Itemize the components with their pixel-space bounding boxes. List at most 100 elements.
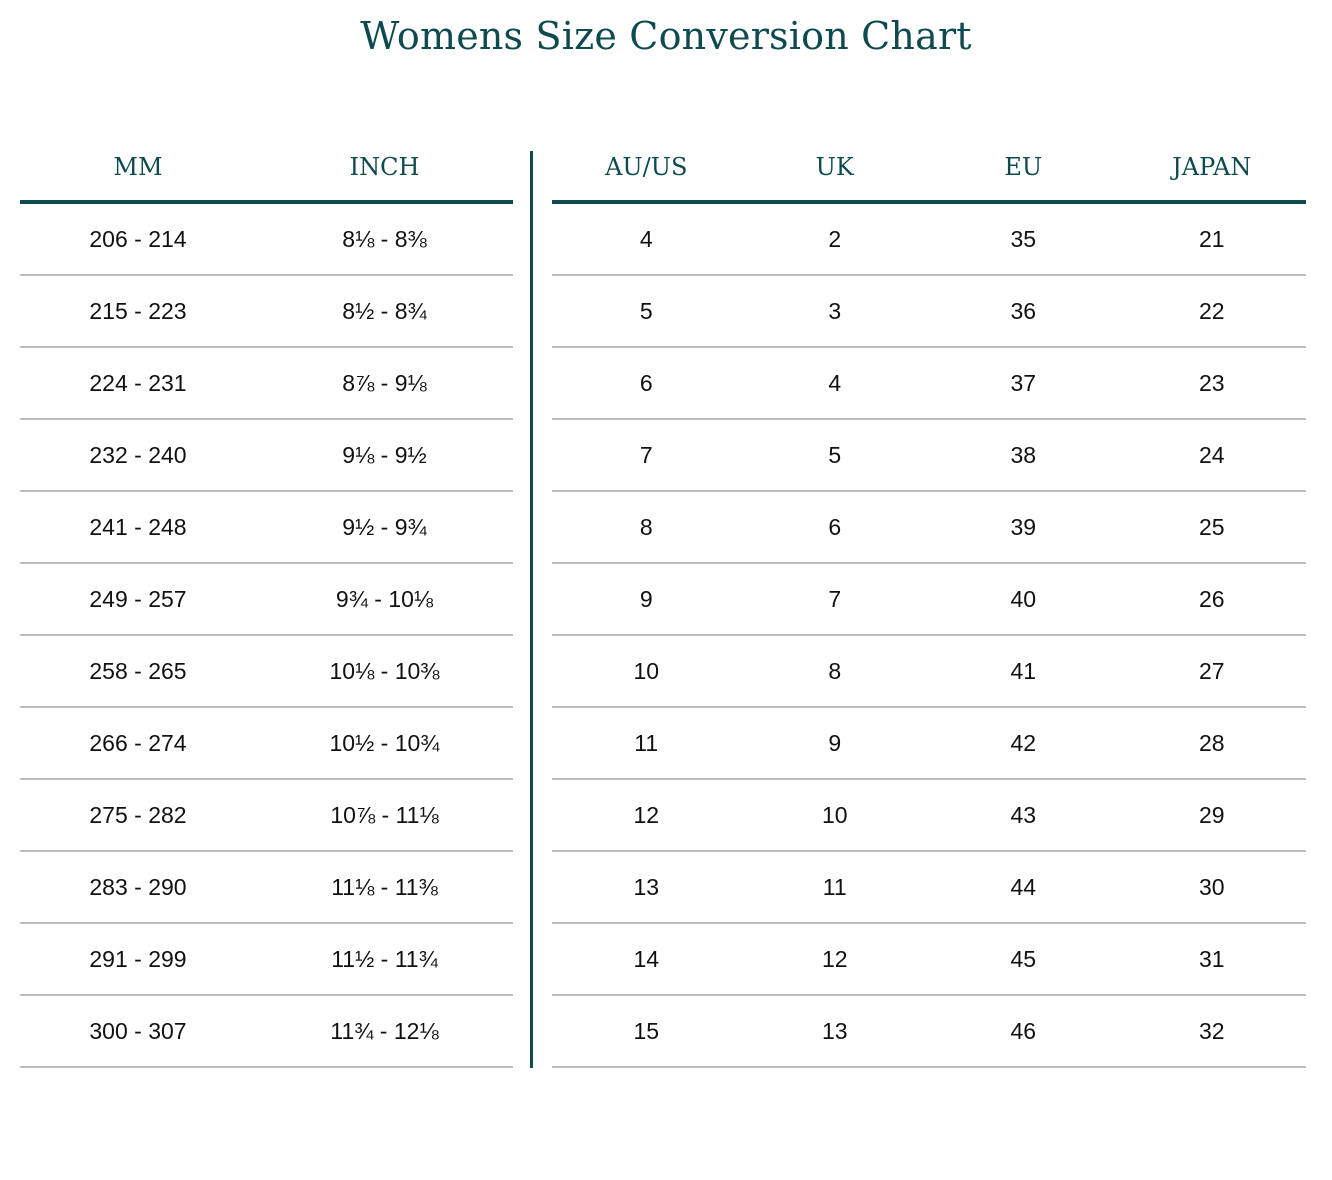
eu-cell: 42 [1010,729,1037,756]
eu-cell: 46 [1010,1017,1037,1044]
au-us-cell: 13 [633,873,660,900]
eu-cell: 36 [1010,297,1037,324]
eu-cell: 39 [1010,513,1037,540]
table-row: 14 12 45 31 [552,924,1306,996]
uk-cell: 9 [828,729,842,756]
eu-cell: 43 [1010,801,1037,828]
mm-cell: 258 - 265 [89,657,187,684]
uk-cell: 4 [828,369,842,396]
uk-cell: 6 [828,513,842,540]
mm-cell: 291 - 299 [89,945,187,972]
table-row: 9 7 40 26 [552,564,1306,636]
mm-cell: 283 - 290 [89,873,187,900]
table-row: 215 - 223 8½ - 8¾ [20,276,513,348]
eu-cell: 44 [1010,873,1037,900]
uk-cell: 5 [828,441,842,468]
eu-cell: 37 [1010,369,1037,396]
eu-cell: 38 [1010,441,1037,468]
japan-cell: 27 [1198,657,1225,684]
table-row: 224 - 231 8⅞ - 9⅛ [20,348,513,420]
table-row: 5 3 36 22 [552,276,1306,348]
mm-cell: 249 - 257 [89,585,187,612]
inch-cell: 10⅞ - 11⅛ [330,801,439,828]
japan-cell: 21 [1198,225,1225,252]
table-row: 13 11 44 30 [552,852,1306,924]
inch-cell: 9⅛ - 9½ [342,441,427,468]
au-us-cell: 7 [639,441,653,468]
mm-cell: 224 - 231 [89,369,187,396]
au-us-cell: 6 [639,369,653,396]
size-table: AU/US UK EU JAPAN 4 2 35 21 5 3 36 22 6 4 37 23 7 5 38… [552,150,1306,1068]
header-japan: JAPAN [1172,153,1252,181]
mm-cell: 206 - 214 [89,225,187,252]
au-us-cell: 4 [639,225,653,252]
eu-cell: 41 [1010,657,1037,684]
japan-cell: 30 [1198,873,1225,900]
inch-cell: 9½ - 9¾ [342,513,427,540]
page-title: Womens Size Conversion Chart [360,14,972,58]
size-header-row: AU/US UK EU JAPAN [552,150,1306,204]
inch-cell: 11½ - 11¾ [331,945,438,972]
japan-cell: 24 [1198,441,1225,468]
uk-cell: 2 [828,225,842,252]
japan-cell: 26 [1198,585,1225,612]
table-divider [530,151,533,1068]
mm-cell: 266 - 274 [89,729,187,756]
au-us-cell: 5 [639,297,653,324]
inch-cell: 10½ - 10¾ [329,729,440,756]
mm-cell: 241 - 248 [89,513,187,540]
measurement-table: MM INCH 206 - 214 8⅛ - 8⅜ 215 - 223 8½ - 8¾… [20,150,513,1068]
table-row: 232 - 240 9⅛ - 9½ [20,420,513,492]
uk-cell: 11 [822,873,847,900]
table-row: 8 6 39 25 [552,492,1306,564]
measurement-body: 206 - 214 8⅛ - 8⅜ 215 - 223 8½ - 8¾ 224 - 23… [20,204,513,1068]
uk-cell: 3 [828,297,842,324]
header-uk: UK [815,153,854,181]
japan-cell: 22 [1198,297,1225,324]
table-row: 12 10 43 29 [552,780,1306,852]
inch-cell: 11¾ - 12⅛ [330,1017,439,1044]
mm-cell: 232 - 240 [89,441,187,468]
japan-cell: 31 [1198,945,1225,972]
mm-cell: 300 - 307 [89,1017,187,1044]
au-us-cell: 14 [633,945,660,972]
eu-cell: 35 [1010,225,1037,252]
inch-cell: 9¾ - 10⅛ [335,585,434,612]
inch-cell: 8½ - 8¾ [342,297,427,324]
table-row: 266 - 274 10½ - 10¾ [20,708,513,780]
table-row: 249 - 257 9¾ - 10⅛ [20,564,513,636]
table-row: 283 - 290 11⅛ - 11⅜ [20,852,513,924]
eu-cell: 40 [1010,585,1037,612]
mm-cell: 215 - 223 [89,297,187,324]
japan-cell: 28 [1198,729,1225,756]
header-au-us: AU/US [605,153,688,181]
inch-cell: 10⅛ - 10⅜ [329,657,440,684]
au-us-cell: 15 [633,1017,660,1044]
table-row: 4 2 35 21 [552,204,1306,276]
table-row: 15 13 46 32 [552,996,1306,1068]
table-row: 300 - 307 11¾ - 12⅛ [20,996,513,1068]
header-inch: INCH [349,153,420,181]
measurement-header-row: MM INCH [20,150,513,204]
uk-cell: 7 [828,585,842,612]
header-mm: MM [113,153,163,181]
table-row: 258 - 265 10⅛ - 10⅜ [20,636,513,708]
header-eu: EU [1004,153,1043,181]
inch-cell: 8⅞ - 9⅛ [342,369,427,396]
table-row: 241 - 248 9½ - 9¾ [20,492,513,564]
uk-cell: 10 [821,801,848,828]
inch-cell: 8⅛ - 8⅜ [342,225,427,252]
eu-cell: 45 [1010,945,1037,972]
inch-cell: 11⅛ - 11⅜ [331,873,438,900]
table-row: 7 5 38 24 [552,420,1306,492]
au-us-cell: 11 [634,729,659,756]
uk-cell: 13 [821,1017,848,1044]
au-us-cell: 12 [633,801,660,828]
japan-cell: 32 [1198,1017,1225,1044]
au-us-cell: 10 [633,657,660,684]
japan-cell: 23 [1198,369,1225,396]
au-us-cell: 9 [639,585,653,612]
table-row: 206 - 214 8⅛ - 8⅜ [20,204,513,276]
table-row: 291 - 299 11½ - 11¾ [20,924,513,996]
uk-cell: 8 [828,657,842,684]
